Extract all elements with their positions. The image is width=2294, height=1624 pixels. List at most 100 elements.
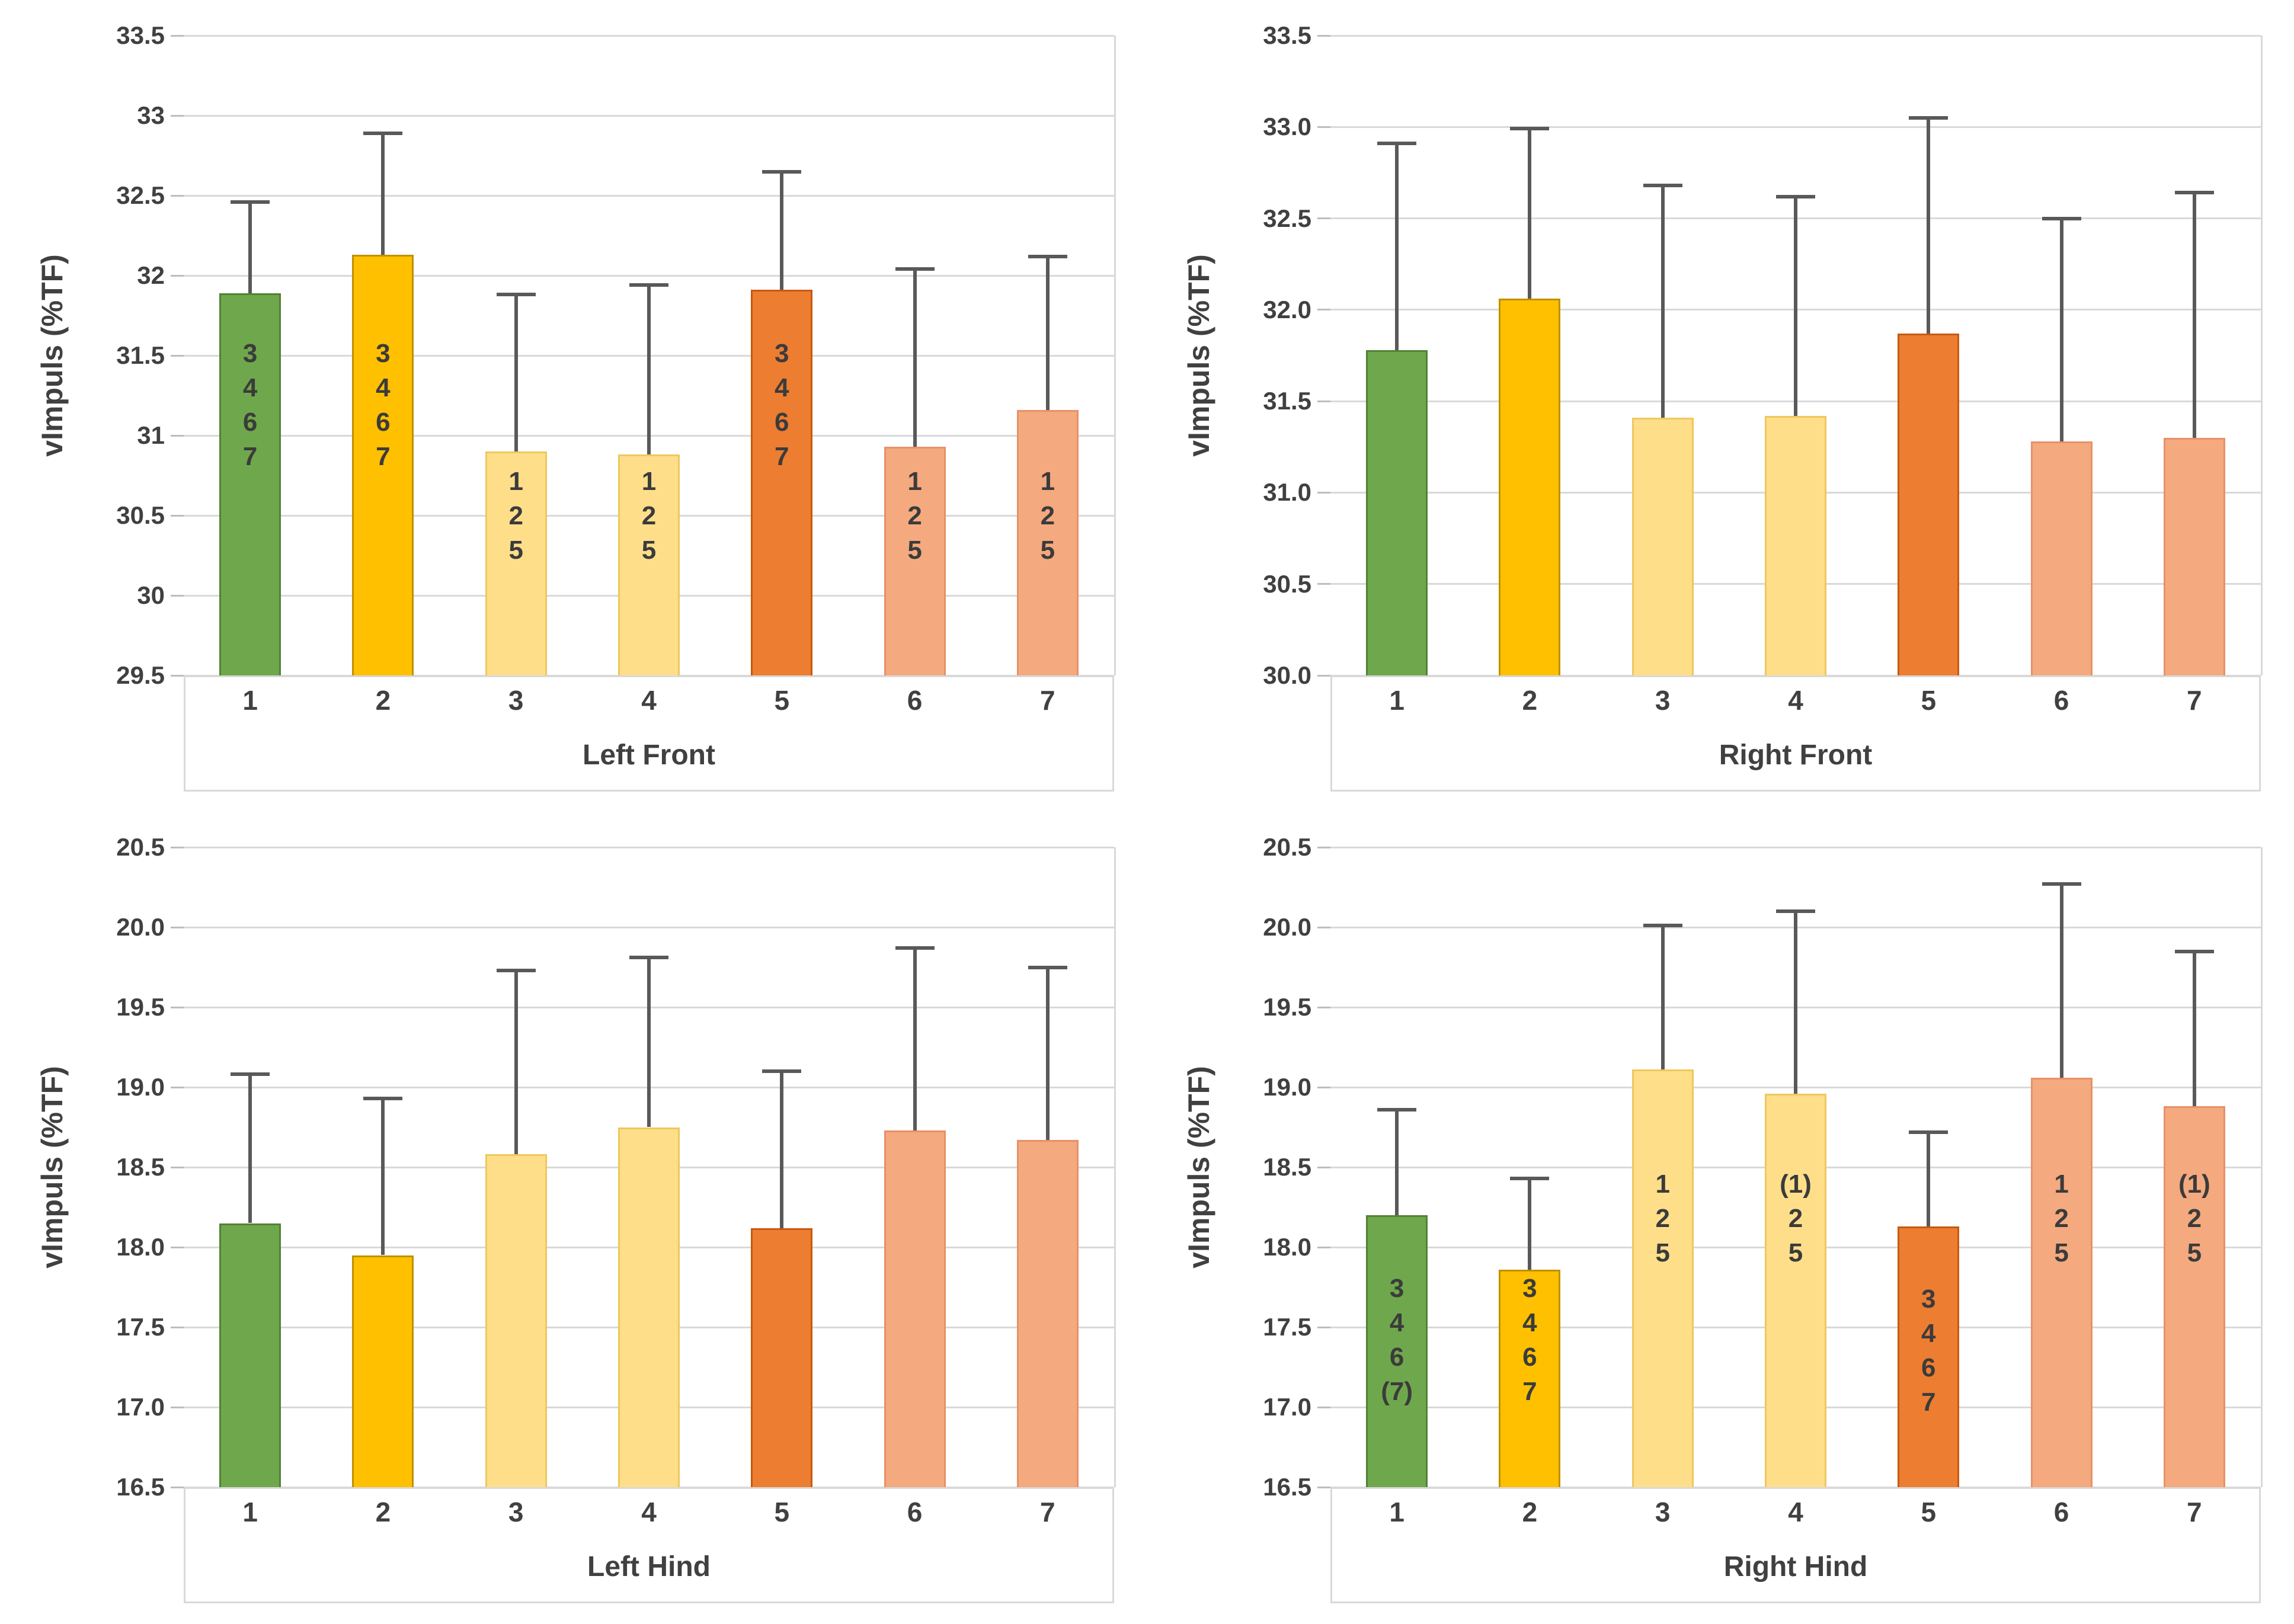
y-tick-mark xyxy=(1317,846,1330,848)
error-bar-line xyxy=(1395,143,1399,350)
x-axis-title: Right Front xyxy=(1719,739,1873,771)
y-tick-mark xyxy=(171,1086,184,1088)
x-category-label: 6 xyxy=(2053,1497,2069,1527)
y-tick-mark xyxy=(1317,1006,1330,1008)
bar-annotation-line: 4 xyxy=(242,373,258,402)
bar-annotation-line: 6 xyxy=(775,407,789,437)
y-tick-label: 33.5 xyxy=(1263,21,1311,49)
bar-annotation-line: 5 xyxy=(1655,1238,1670,1267)
bar-annotation-line: 7 xyxy=(1522,1376,1537,1406)
error-bar-line xyxy=(2059,884,2063,1078)
y-tick-label: 32.0 xyxy=(1263,295,1311,323)
y-tick-label: 18.5 xyxy=(116,1153,165,1181)
error-bar-cap xyxy=(363,1096,403,1100)
bar-annotation: (1) 2 5 xyxy=(2123,1167,2266,1270)
x-axis-title: Right Hind xyxy=(1723,1551,1868,1583)
error-bar-line xyxy=(1927,1132,1931,1226)
y-tick-mark xyxy=(1317,309,1330,311)
y-tick-mark xyxy=(171,1406,184,1408)
y-tick-label: 30 xyxy=(137,581,165,609)
y-tick-label: 16.5 xyxy=(116,1473,165,1501)
bar-annotation-line: 5 xyxy=(508,535,523,565)
y-tick-mark xyxy=(1317,1166,1330,1168)
bar-annotation-line: 3 xyxy=(1921,1285,1936,1314)
bar-annotation-line: 6 xyxy=(1389,1342,1404,1372)
bar xyxy=(2163,437,2225,675)
x-category-label: 4 xyxy=(641,1497,657,1527)
error-bar-cap xyxy=(1028,965,1067,969)
bar-annotation-line: 2 xyxy=(641,501,657,530)
plot-right-border xyxy=(1114,36,1116,675)
y-tick-label: 33.5 xyxy=(116,21,165,49)
y-tick-mark xyxy=(171,1166,184,1168)
y-tick-mark xyxy=(1317,491,1330,494)
bar xyxy=(219,1223,281,1487)
x-category-label: 5 xyxy=(1921,685,1937,716)
error-bar-line xyxy=(913,269,917,447)
y-gridline xyxy=(184,846,1114,848)
bar xyxy=(1016,409,1079,675)
y-tick-label: 30.0 xyxy=(1263,661,1311,689)
bar-annotation-line: 1 xyxy=(2054,1170,2069,1199)
error-bar-cap xyxy=(1643,184,1682,188)
y-tick-label: 17.5 xyxy=(1263,1313,1311,1341)
bar-annotation-line: 6 xyxy=(242,407,258,437)
error-bar-line xyxy=(1528,1178,1532,1270)
y-tick-mark xyxy=(171,434,184,437)
bar-annotation: (1) 2 5 xyxy=(1725,1167,1867,1270)
bar xyxy=(1499,1269,1561,1487)
y-tick-label: 33.0 xyxy=(1263,113,1311,141)
y-tick-label: 19.5 xyxy=(116,993,165,1021)
bar xyxy=(1765,1093,1826,1487)
error-bar-cap xyxy=(762,169,802,174)
error-bar-cap xyxy=(363,131,403,135)
bar-annotation: 1 2 5 xyxy=(977,465,1119,568)
chart-left-front: vImpuls (%TF) Left Front 33.5 33 32.5 32 31.… xyxy=(0,0,1147,812)
chart-left-hind: vImpuls (%TF) Left Hind 20.5 20.0 19.5 19.0… xyxy=(0,812,1147,1624)
x-category-label: 6 xyxy=(907,1497,923,1527)
bar-annotation-line: 4 xyxy=(1389,1308,1404,1337)
error-bar-line xyxy=(2192,951,2196,1107)
x-category-label: 5 xyxy=(774,685,790,716)
bar xyxy=(485,1154,547,1487)
x-category-label: 1 xyxy=(242,685,258,716)
bar-annotation-line: 1 xyxy=(1655,1170,1670,1199)
y-tick-label: 29.5 xyxy=(116,661,165,689)
bar-annotation-line: 7 xyxy=(1921,1388,1936,1417)
x-category-label: 7 xyxy=(1040,685,1055,716)
y-gridline xyxy=(1330,846,2261,848)
error-bar-cap xyxy=(1028,254,1067,258)
bar xyxy=(2030,441,2093,675)
plot-right-border xyxy=(1114,847,1116,1487)
x-category-label: 5 xyxy=(774,1497,790,1527)
y-tick-mark xyxy=(171,354,184,357)
bar xyxy=(2163,1106,2225,1487)
chart-right-front: vImpuls (%TF) Right Front 33.5 33.0 32.5 32… xyxy=(1147,0,2294,812)
bar-annotation-line: 3 xyxy=(1389,1273,1404,1303)
error-bar-line xyxy=(1045,256,1050,410)
y-tick-label: 17.5 xyxy=(116,1313,165,1341)
y-tick-label: 19.0 xyxy=(1263,1073,1311,1101)
y-tick-label: 31.5 xyxy=(116,341,165,369)
bar xyxy=(1016,1140,1079,1487)
x-category-label: 3 xyxy=(1655,1497,1671,1527)
error-bar-line xyxy=(1794,911,1797,1094)
bar-annotation-line: 5 xyxy=(2054,1238,2069,1267)
bar-annotation-line: (1) xyxy=(1780,1170,1812,1199)
bar-annotation: 1 2 5 xyxy=(1592,1167,1734,1270)
error-bar-line xyxy=(514,294,518,451)
error-bar-line xyxy=(248,201,252,293)
error-bar-cap xyxy=(2042,882,2081,886)
y-tick-mark xyxy=(1317,674,1330,677)
error-bar-cap xyxy=(1377,142,1417,146)
error-bar-line xyxy=(2192,193,2196,438)
error-bar-line xyxy=(2059,218,2063,442)
bar xyxy=(1898,333,1960,675)
error-bar-cap xyxy=(496,293,536,297)
bar-annotation-line: 6 xyxy=(1921,1353,1936,1383)
bar-annotation-line: 4 xyxy=(376,373,391,402)
bar-annotation-line: 3 xyxy=(376,338,391,368)
x-category-label: 3 xyxy=(508,685,524,716)
plot-right-border xyxy=(2261,36,2263,675)
y-gridline xyxy=(184,926,1114,928)
